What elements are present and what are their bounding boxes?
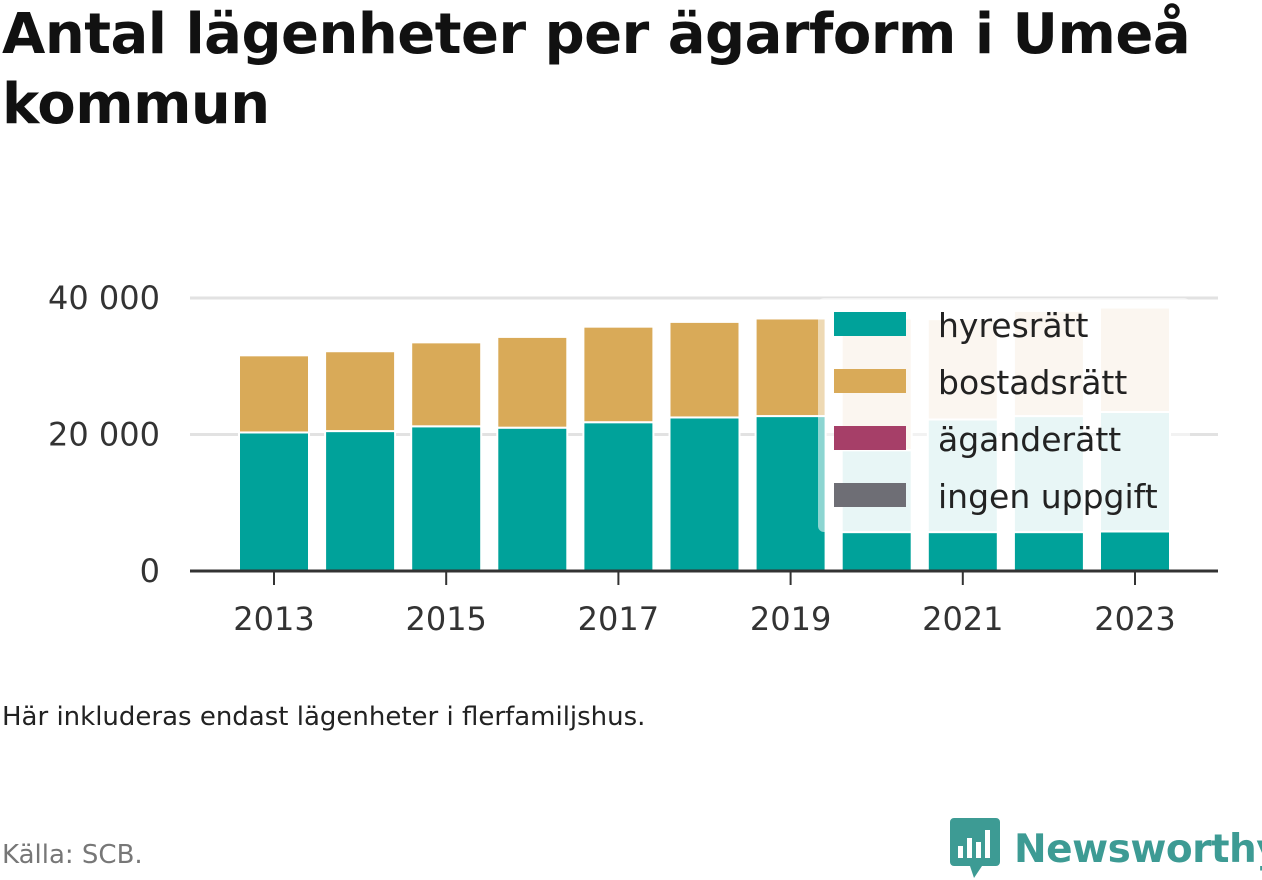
- legend-label: hyresrätt: [938, 306, 1089, 345]
- axes: 0 20 000 40 000 2013 2015 2017 2019 2021 2023: [48, 279, 1218, 638]
- bar-segment: [324, 350, 397, 433]
- chart-note: Här inkluderas endast lägenheter i flerf…: [2, 702, 646, 732]
- x-tick-label: 2023: [1094, 600, 1175, 638]
- stacked-bar-chart: 0 20 000 40 000 2013 2015 2017 2019 2021 2023 hy…: [48, 279, 1218, 638]
- legend-swatch: [834, 369, 906, 393]
- legend: hyresrätt bostadsrätt äganderätt ingen uppg…: [818, 298, 1190, 532]
- legend-swatch: [834, 312, 906, 336]
- legend-label: ingen uppgift: [938, 477, 1158, 516]
- y-tick-label: 0: [140, 552, 160, 590]
- legend-box: [818, 298, 1190, 532]
- y-tick-label: 40 000: [48, 279, 160, 317]
- bar-segment: [668, 416, 741, 572]
- brand-logo: Newsworthy: [950, 818, 1262, 880]
- legend-label: äganderätt: [938, 420, 1121, 459]
- legend-label: bostadsrätt: [938, 363, 1127, 402]
- legend-swatch: [834, 483, 906, 507]
- source-credit: Källa: SCB.: [2, 840, 143, 870]
- x-tick-label: 2013: [233, 600, 314, 638]
- bar-segment: [410, 341, 483, 428]
- bar-segment: [238, 431, 310, 573]
- x-tick-label: 2017: [578, 600, 659, 638]
- bar-segment: [496, 335, 569, 429]
- bar-segment: [840, 531, 913, 572]
- legend-swatch: [834, 426, 906, 450]
- x-tick-label: 2015: [405, 600, 486, 638]
- bar-segment: [582, 325, 655, 424]
- chart-title: Antal lägenheter per ägarform i Umeå kom…: [2, 2, 1191, 137]
- bar-segment: [410, 425, 483, 572]
- bar-segment: [1012, 531, 1085, 572]
- bar-segment: [324, 430, 397, 572]
- bar-segment: [496, 426, 569, 572]
- x-tick-label: 2019: [750, 600, 831, 638]
- bar-segment: [668, 320, 741, 419]
- bar-segment: [754, 317, 827, 418]
- bar-segment: [754, 415, 827, 573]
- bar-segment: [926, 531, 999, 572]
- bar-segment: [238, 354, 310, 434]
- x-tick-label: 2021: [922, 600, 1003, 638]
- newsworthy-chart-bubble-icon: [950, 818, 1000, 878]
- bar-segment: [582, 421, 655, 572]
- y-tick-label: 20 000: [48, 416, 160, 454]
- bar-segment: [1099, 530, 1171, 572]
- brand-name: Newsworthy: [1014, 826, 1262, 872]
